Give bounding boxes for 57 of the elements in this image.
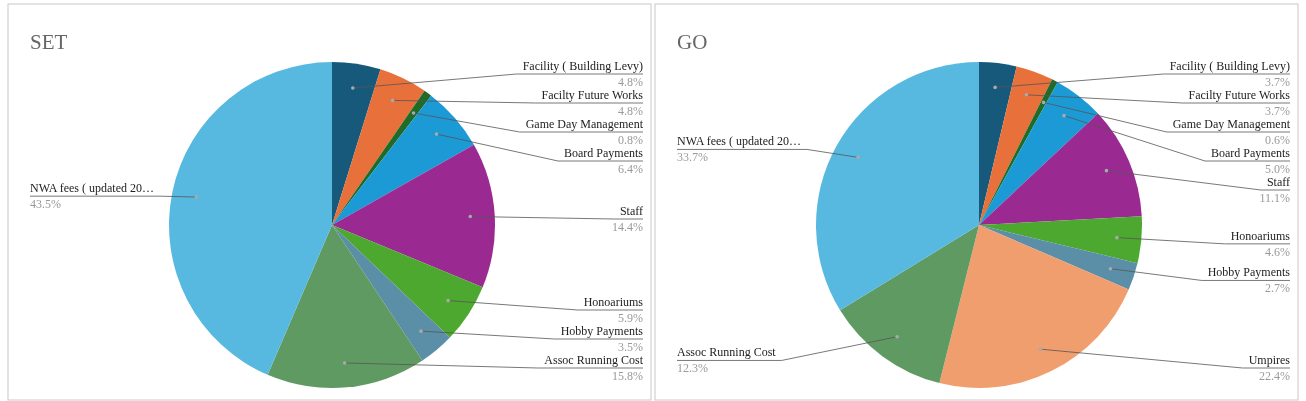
slice-label: Facilty Future Works bbox=[1188, 88, 1291, 102]
data-label: 3.5% bbox=[618, 340, 643, 354]
slice-label: Assoc Running Cost bbox=[544, 353, 644, 367]
slice-label: NWA fees ( updated 20… bbox=[677, 134, 801, 149]
slice-label: Facility ( Building Levy) bbox=[522, 59, 643, 73]
pie-slice bbox=[332, 95, 474, 225]
pie-slice bbox=[332, 69, 425, 225]
data-label: 0.6% bbox=[1265, 133, 1290, 147]
pie-slice bbox=[840, 225, 979, 384]
slice-label: Honoariums bbox=[1230, 228, 1291, 243]
slice-label: Honoariums bbox=[583, 295, 644, 309]
slice-label: Game Day Management bbox=[525, 117, 644, 131]
data-label: 4.8% bbox=[618, 75, 643, 89]
data-label: 22.4% bbox=[1259, 369, 1290, 383]
data-label: 2.7% bbox=[1265, 281, 1290, 296]
pie-slice bbox=[267, 225, 423, 388]
chart-title: SET bbox=[30, 30, 68, 54]
pie-slice bbox=[332, 225, 450, 361]
slice-label: Staff bbox=[1266, 175, 1290, 189]
pie-slice bbox=[332, 90, 432, 225]
data-label: 33.7% bbox=[677, 150, 708, 165]
slice-label: Game Day Management bbox=[1172, 117, 1291, 131]
data-label: 5.0% bbox=[1265, 162, 1290, 176]
data-label: 4.8% bbox=[618, 104, 643, 118]
slice-label: Board Payments bbox=[564, 146, 644, 160]
data-label: 3.7% bbox=[1265, 75, 1290, 89]
pie-slice bbox=[332, 225, 483, 338]
slice-label: Hobby Payments bbox=[1207, 265, 1291, 280]
data-label: 12.3% bbox=[677, 361, 708, 376]
pie-slice bbox=[332, 144, 495, 288]
pie-slice bbox=[939, 225, 1129, 388]
pie-slice bbox=[979, 82, 1098, 225]
slice-label: Facility ( Building Levy) bbox=[1169, 59, 1290, 73]
data-label: 0.8% bbox=[618, 133, 643, 147]
slice-label: Facilty Future Works bbox=[541, 88, 644, 102]
slice-label: Board Payments bbox=[1211, 146, 1291, 160]
slice-label: NWA fees ( updated 20… bbox=[30, 181, 154, 196]
pie-slice bbox=[169, 62, 332, 375]
pie-slice bbox=[979, 216, 1142, 264]
pie-slice bbox=[979, 62, 1017, 225]
data-label: 15.8% bbox=[612, 369, 643, 383]
data-label: 14.4% bbox=[612, 220, 643, 235]
pie-slice bbox=[816, 62, 979, 311]
data-label: 43.5% bbox=[30, 197, 61, 212]
data-label: 6.4% bbox=[618, 162, 643, 176]
slice-label: Staff bbox=[619, 204, 643, 219]
slice-label: Assoc Running Cost bbox=[677, 345, 777, 360]
chart-title: GO bbox=[677, 30, 708, 54]
pie-slice bbox=[979, 225, 1138, 290]
data-label: 5.9% bbox=[618, 311, 643, 325]
data-label: 4.6% bbox=[1265, 244, 1290, 259]
data-label: 11.1% bbox=[1259, 191, 1290, 205]
pie-slice bbox=[979, 113, 1142, 225]
slice-label: Umpires bbox=[1248, 353, 1291, 367]
data-label: 3.7% bbox=[1265, 104, 1290, 118]
slice-label: Hobby Payments bbox=[560, 324, 644, 338]
pie-slice bbox=[332, 62, 381, 225]
